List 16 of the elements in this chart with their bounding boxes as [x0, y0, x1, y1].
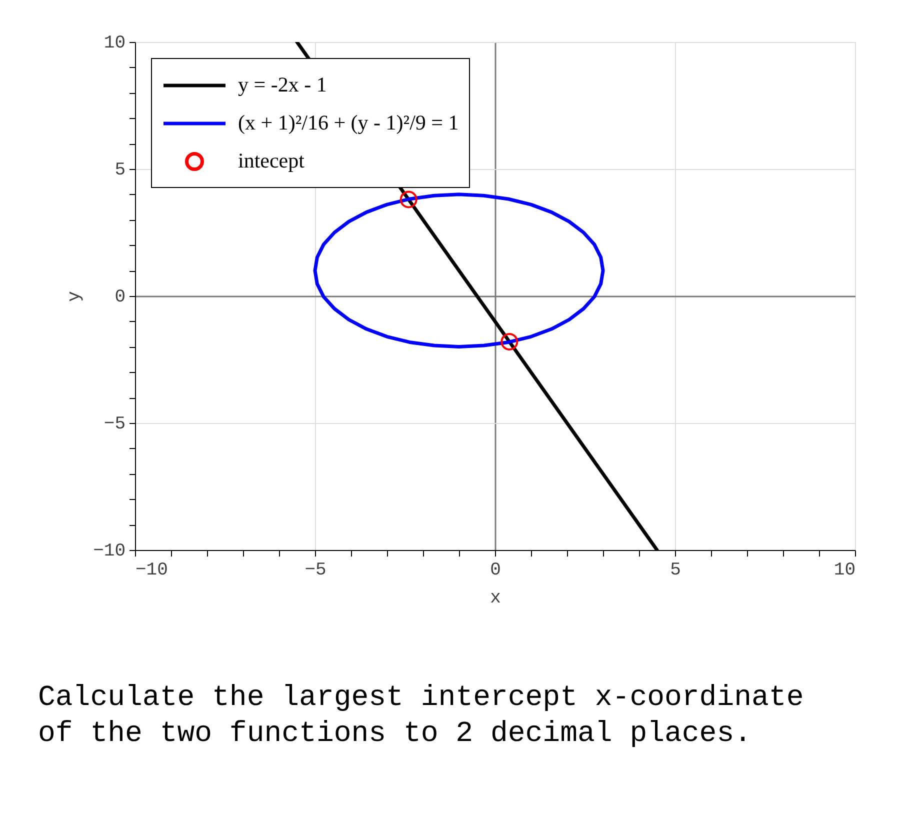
y-tick-label: 10	[104, 34, 126, 54]
x-axis-title: x	[490, 588, 501, 608]
legend-label: intecept	[238, 148, 305, 172]
x-tick-label: −10	[136, 560, 168, 580]
y-tick-label: 5	[114, 160, 126, 180]
x-tick-label: 0	[490, 560, 501, 580]
y-tick-label: 0	[114, 288, 126, 308]
x-tick-label: 5	[670, 560, 681, 580]
legend-label: y = -2x - 1	[238, 72, 327, 96]
legend-label: (x + 1)²/16 + (y - 1)²/9 = 1	[238, 110, 459, 134]
y-axis-title: y	[65, 290, 86, 302]
x-tick-label: −5	[304, 560, 326, 580]
y-tick-label: −10	[93, 542, 126, 562]
y-tick-label: −5	[104, 414, 126, 434]
x-tick-label: 10	[834, 560, 856, 580]
text: Calculate the largest intercept x-coordinate of the two functions to 2 decimal places.	[38, 681, 804, 750]
